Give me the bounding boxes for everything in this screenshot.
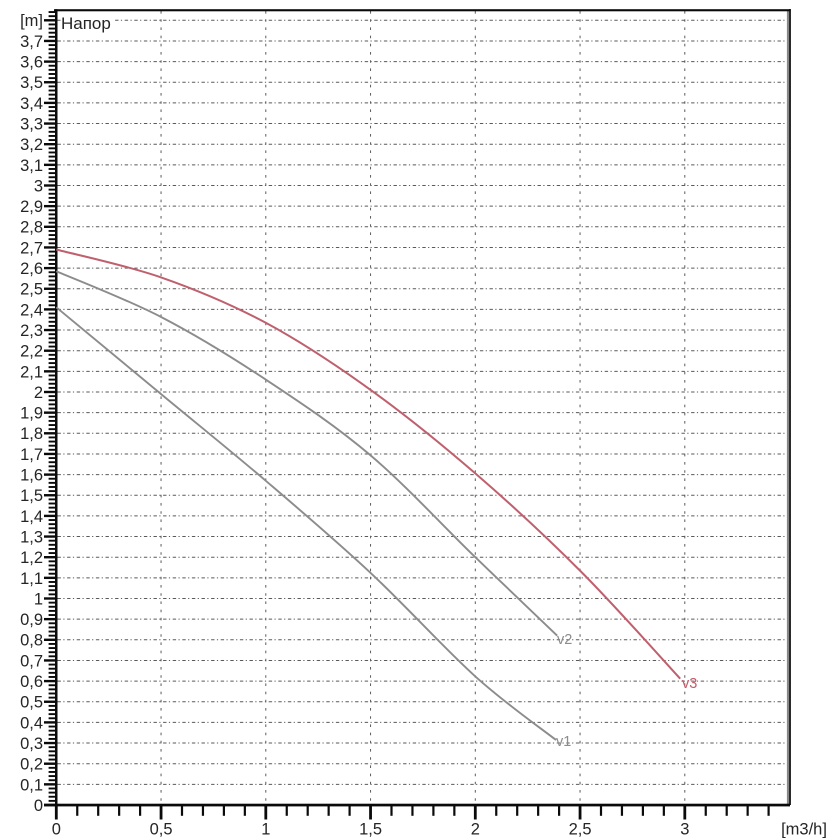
svg-text:1,4: 1,4	[20, 508, 43, 526]
svg-text:1,9: 1,9	[20, 405, 43, 423]
svg-text:0,3: 0,3	[20, 735, 43, 753]
svg-text:0,1: 0,1	[20, 776, 43, 794]
svg-text:0: 0	[34, 797, 43, 815]
svg-text:0,5: 0,5	[20, 694, 43, 712]
svg-text:0,7: 0,7	[20, 652, 43, 670]
svg-text:2,4: 2,4	[20, 301, 43, 319]
svg-text:2,3: 2,3	[20, 322, 43, 340]
svg-text:1,3: 1,3	[20, 528, 43, 546]
svg-text:0,2: 0,2	[20, 756, 43, 774]
svg-text:3,6: 3,6	[20, 54, 43, 72]
svg-text:v2: v2	[557, 632, 572, 648]
svg-text:2,1: 2,1	[20, 363, 43, 381]
svg-text:0: 0	[52, 821, 61, 839]
svg-text:3: 3	[680, 821, 689, 839]
svg-text:v1: v1	[556, 734, 571, 750]
svg-text:3,4: 3,4	[20, 95, 43, 113]
svg-text:1: 1	[34, 590, 43, 608]
svg-text:2: 2	[34, 384, 43, 402]
svg-text:3,2: 3,2	[20, 136, 43, 154]
svg-text:2,9: 2,9	[20, 198, 43, 216]
svg-text:1,5: 1,5	[359, 821, 382, 839]
svg-text:0,6: 0,6	[20, 673, 43, 691]
svg-text:2,6: 2,6	[20, 260, 43, 278]
svg-text:2,5: 2,5	[20, 281, 43, 299]
svg-text:0,5: 0,5	[150, 821, 173, 839]
svg-text:0,9: 0,9	[20, 611, 43, 629]
svg-text:1,5: 1,5	[20, 487, 43, 505]
svg-text:[m]: [m]	[20, 12, 43, 30]
svg-text:2,7: 2,7	[20, 239, 43, 257]
svg-text:1,2: 1,2	[20, 549, 43, 567]
svg-text:1,6: 1,6	[20, 467, 43, 485]
svg-text:0,4: 0,4	[20, 714, 43, 732]
svg-text:3,3: 3,3	[20, 115, 43, 133]
svg-text:[m3/h]: [m3/h]	[781, 821, 827, 839]
svg-text:3: 3	[34, 177, 43, 195]
svg-text:1,8: 1,8	[20, 425, 43, 443]
svg-text:3,1: 3,1	[20, 157, 43, 175]
svg-text:1: 1	[261, 821, 270, 839]
svg-text:2,2: 2,2	[20, 343, 43, 361]
svg-text:Напор: Напор	[61, 14, 111, 33]
svg-text:3,5: 3,5	[20, 74, 43, 92]
svg-text:v3: v3	[682, 676, 697, 692]
svg-text:2,8: 2,8	[20, 219, 43, 237]
svg-text:2,5: 2,5	[569, 821, 592, 839]
svg-text:3,7: 3,7	[20, 33, 43, 51]
svg-text:1,1: 1,1	[20, 570, 43, 588]
svg-text:1,7: 1,7	[20, 446, 43, 464]
svg-text:0,8: 0,8	[20, 632, 43, 650]
svg-text:2: 2	[471, 821, 480, 839]
